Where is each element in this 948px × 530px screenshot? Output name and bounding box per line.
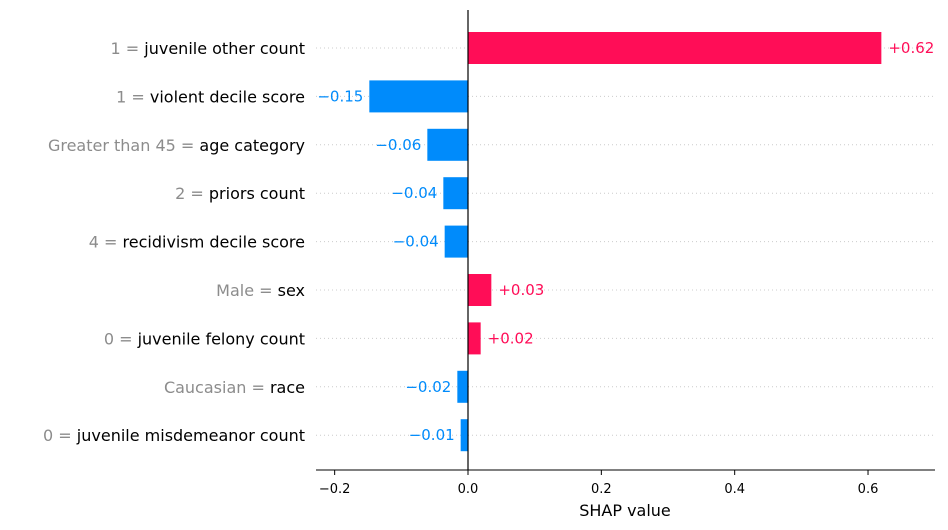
shap-value-label: +0.62 bbox=[888, 39, 934, 57]
x-tick-label: 0.4 bbox=[724, 482, 745, 497]
shap-bar bbox=[457, 370, 468, 403]
feature-name: priors count bbox=[209, 184, 305, 203]
feature-value: Caucasian bbox=[164, 378, 246, 397]
feature-label: 1 = juvenile other count bbox=[111, 39, 305, 58]
shap-value-label: +0.03 bbox=[498, 281, 544, 299]
feature-value: 2 bbox=[175, 184, 185, 203]
feature-label: Caucasian = race bbox=[164, 378, 305, 397]
feature-label: 2 = priors count bbox=[175, 184, 305, 203]
feature-value: 1 bbox=[116, 87, 126, 106]
shap-value-label: −0.01 bbox=[409, 426, 455, 444]
shap-value-label: −0.04 bbox=[391, 184, 437, 202]
feature-value: Male bbox=[216, 281, 254, 300]
shap-value-label: −0.06 bbox=[375, 136, 421, 154]
feature-name: age category bbox=[199, 136, 305, 155]
feature-label: 4 = recidivism decile score bbox=[89, 233, 305, 252]
shap-value-label: −0.04 bbox=[393, 233, 439, 251]
x-tick-label: 0.2 bbox=[591, 482, 612, 497]
equals-sign: = bbox=[99, 233, 123, 252]
bars bbox=[369, 32, 882, 452]
equals-sign: = bbox=[126, 87, 150, 106]
equals-sign: = bbox=[121, 39, 145, 58]
feature-value: 1 bbox=[111, 39, 121, 58]
shap-value-label: +0.02 bbox=[488, 329, 534, 347]
shap-bar bbox=[468, 322, 481, 355]
feature-name: sex bbox=[278, 281, 305, 300]
feature-label: 1 = violent decile score bbox=[116, 87, 305, 106]
feature-value: 0 bbox=[104, 329, 114, 348]
equals-sign: = bbox=[176, 136, 200, 155]
shap-bar bbox=[468, 274, 492, 306]
feature-value: 0 bbox=[43, 426, 53, 445]
x-axis: −0.2 0.0 0.2 0.4 0.6 bbox=[316, 469, 935, 497]
shap-bar bbox=[444, 225, 468, 258]
x-axis-title: SHAP value bbox=[579, 501, 671, 520]
equals-sign: = bbox=[254, 281, 278, 300]
shap-bar bbox=[427, 128, 468, 161]
equals-sign: = bbox=[53, 426, 77, 445]
x-tick-label: −0.2 bbox=[319, 482, 351, 497]
equals-sign: = bbox=[246, 378, 270, 397]
equals-sign: = bbox=[185, 184, 209, 203]
shap-value-label: −0.15 bbox=[317, 87, 363, 105]
feature-value: Greater than 45 bbox=[48, 136, 176, 155]
feature-value: 4 bbox=[89, 233, 99, 252]
feature-name: juvenile felony count bbox=[137, 329, 305, 348]
feature-name: recidivism decile score bbox=[123, 233, 305, 252]
feature-label: Greater than 45 = age category bbox=[48, 136, 305, 155]
equals-sign: = bbox=[114, 329, 138, 348]
data-labels: +0.62 −0.15 −0.06 −0.04 −0.04 +0.03 +0.02 −0.02… bbox=[317, 39, 934, 444]
feature-name: race bbox=[270, 378, 305, 397]
x-tick-label: 0.6 bbox=[858, 482, 879, 497]
feature-name: violent decile score bbox=[150, 87, 305, 106]
feature-name: juvenile other count bbox=[143, 39, 305, 58]
feature-label: 0 = juvenile misdemeanor count bbox=[43, 426, 305, 445]
shap-value-label: −0.02 bbox=[405, 378, 451, 396]
shap-bar bbox=[460, 419, 468, 452]
shap-bar bbox=[369, 80, 468, 113]
feature-label: Male = sex bbox=[216, 281, 305, 300]
feature-label: 0 = juvenile felony count bbox=[104, 329, 305, 348]
shap-bar bbox=[443, 177, 468, 210]
shap-bar bbox=[468, 32, 882, 64]
x-tick-label: 0.0 bbox=[458, 482, 479, 497]
feature-name: juvenile misdemeanor count bbox=[76, 426, 305, 445]
